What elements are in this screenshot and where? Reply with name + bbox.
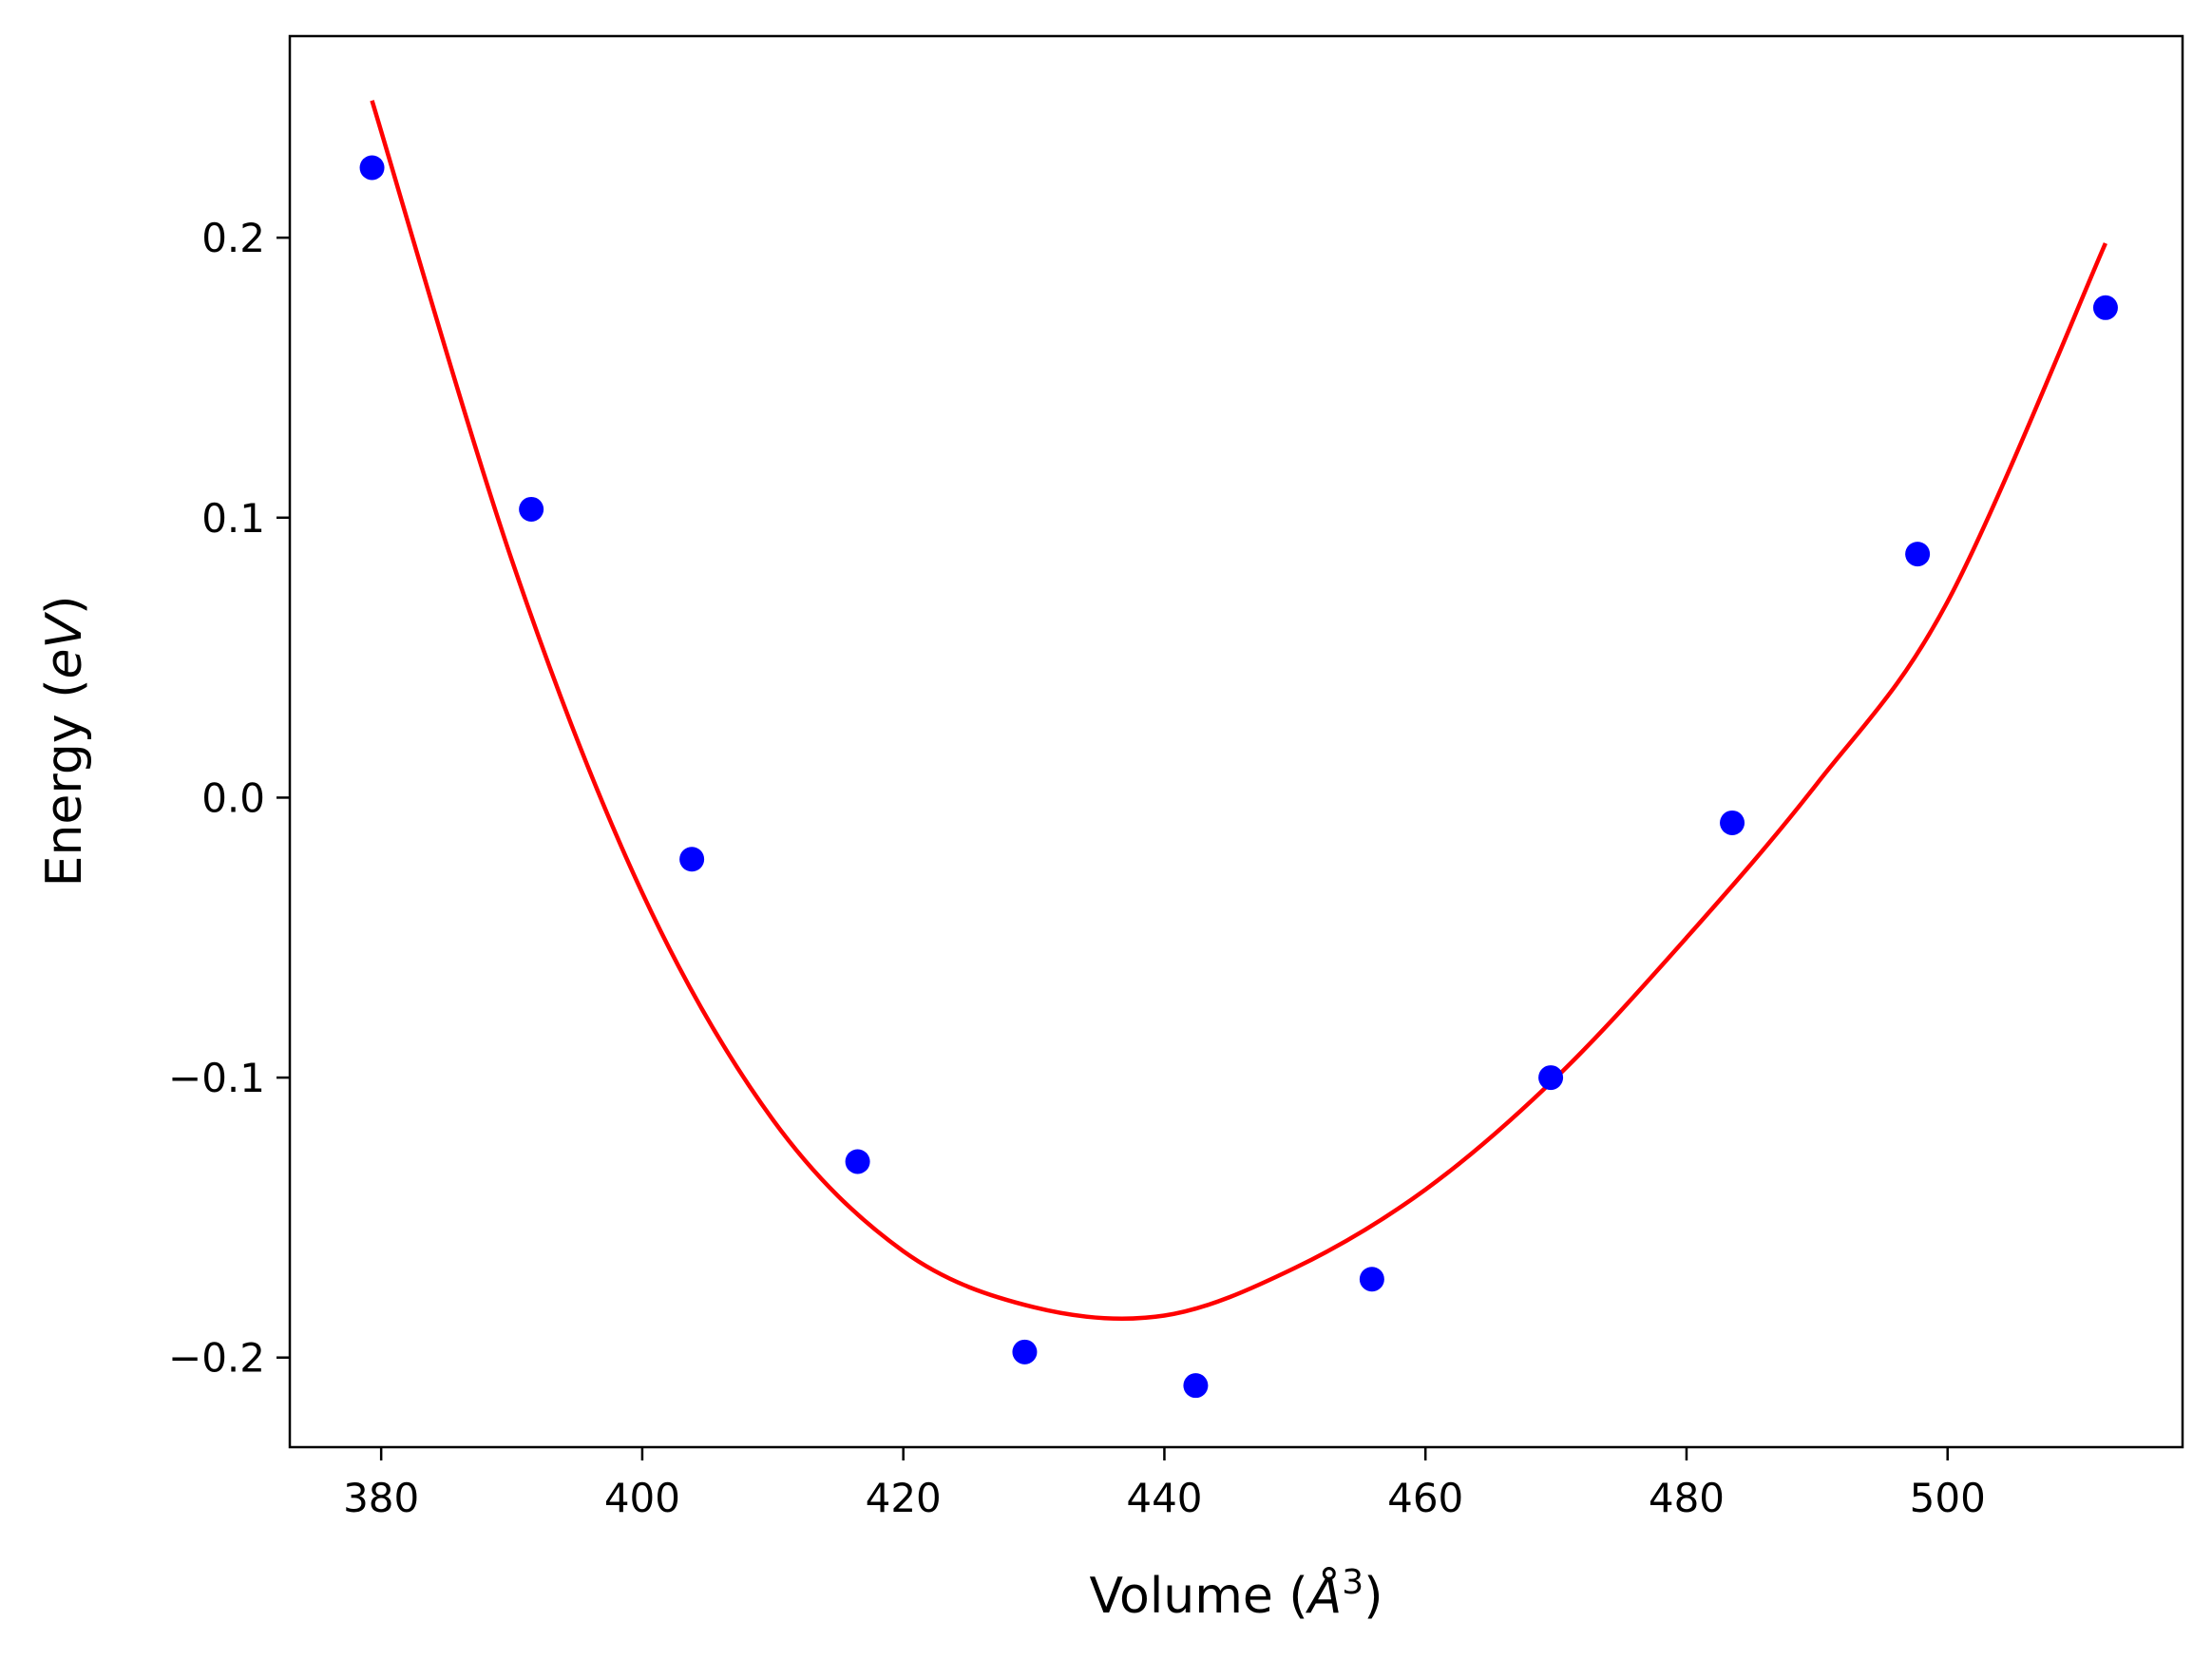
data-point bbox=[1905, 542, 1931, 567]
data-point bbox=[359, 155, 385, 181]
y-tick-label: 0.1 bbox=[201, 495, 265, 542]
y-tick-label: −0.1 bbox=[168, 1055, 265, 1101]
y-axis-label: Energy (eV) bbox=[36, 596, 93, 887]
data-point bbox=[2092, 295, 2118, 320]
x-axis-ticks: 380 400 420 440 460 480 500 bbox=[343, 1447, 1986, 1521]
x-tick-label: 500 bbox=[1910, 1475, 1986, 1521]
y-tick-label: −0.2 bbox=[168, 1335, 265, 1382]
data-point bbox=[845, 1149, 870, 1174]
data-point bbox=[1720, 810, 1745, 835]
axes-frame bbox=[288, 34, 2184, 1449]
data-point bbox=[1359, 1267, 1384, 1292]
x-tick-label: 480 bbox=[1649, 1475, 1725, 1521]
fit-curve bbox=[370, 100, 2107, 1322]
data-point bbox=[1538, 1065, 1564, 1091]
x-tick-label: 380 bbox=[343, 1475, 419, 1521]
x-tick-label: 440 bbox=[1126, 1475, 1202, 1521]
x-tick-label: 460 bbox=[1387, 1475, 1463, 1521]
x-tick-label: 400 bbox=[604, 1475, 680, 1521]
y-tick-label: 0.2 bbox=[201, 215, 265, 261]
y-axis-ticks: −0.2 −0.1 0.0 0.1 0.2 bbox=[168, 215, 290, 1382]
x-tick-label: 420 bbox=[866, 1475, 942, 1521]
data-point bbox=[1183, 1373, 1209, 1399]
data-point bbox=[679, 847, 705, 872]
y-tick-label: 0.0 bbox=[201, 774, 265, 821]
x-axis-label: Volume (Å3) bbox=[1090, 1563, 1383, 1625]
data-point bbox=[519, 496, 544, 522]
plot-area bbox=[359, 100, 2118, 1399]
data-point bbox=[1012, 1339, 1038, 1364]
